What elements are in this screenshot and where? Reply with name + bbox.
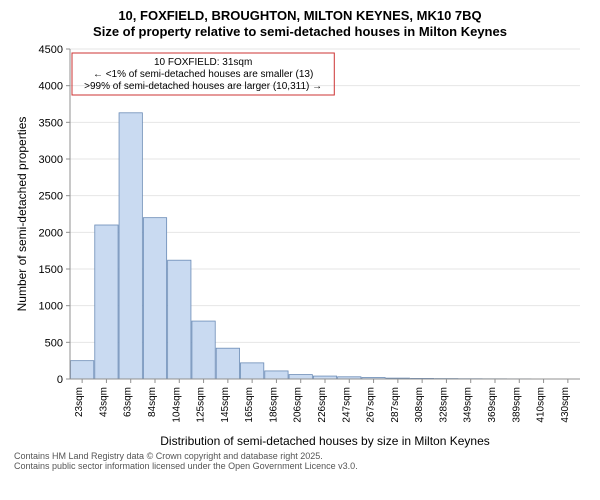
svg-text:389sqm: 389sqm — [511, 387, 522, 423]
chart-container: 10, FOXFIELD, BROUGHTON, MILTON KEYNES, … — [0, 0, 600, 500]
svg-text:430sqm: 430sqm — [560, 387, 571, 423]
svg-text:287sqm: 287sqm — [390, 387, 401, 423]
footer: Contains HM Land Registry data © Crown c… — [10, 451, 590, 473]
svg-text:410sqm: 410sqm — [536, 387, 547, 423]
svg-text:← <1% of semi-detached houses: ← <1% of semi-detached houses are smalle… — [93, 69, 313, 80]
svg-text:4500: 4500 — [39, 44, 63, 56]
svg-text:349sqm: 349sqm — [463, 387, 474, 423]
svg-text:2000: 2000 — [39, 227, 63, 239]
title-line2: Size of property relative to semi-detach… — [10, 24, 590, 40]
svg-text:3500: 3500 — [39, 117, 63, 129]
title-line1: 10, FOXFIELD, BROUGHTON, MILTON KEYNES, … — [10, 8, 590, 24]
svg-text:43sqm: 43sqm — [98, 387, 109, 417]
svg-text:63sqm: 63sqm — [123, 387, 134, 417]
svg-text:1000: 1000 — [39, 300, 63, 312]
svg-text:2500: 2500 — [39, 190, 63, 202]
svg-text:247sqm: 247sqm — [341, 387, 352, 423]
svg-text:23sqm: 23sqm — [74, 387, 85, 417]
svg-text:165sqm: 165sqm — [244, 387, 255, 423]
svg-text:84sqm: 84sqm — [147, 387, 158, 417]
svg-text:Number of semi-detached proper: Number of semi-detached properties — [15, 116, 29, 311]
chart-svg: 0 500 1000 1500 2000 2500 3000 3500 4000 4500 23sq… — [10, 41, 590, 451]
svg-text:104sqm: 104sqm — [171, 387, 182, 423]
svg-text:10 FOXFIELD: 31sqm: 10 FOXFIELD: 31sqm — [154, 57, 252, 68]
svg-text:Distribution of semi-detached: Distribution of semi-detached houses by … — [160, 434, 490, 448]
svg-text:369sqm: 369sqm — [487, 387, 498, 423]
footer-line2: Contains public sector information licen… — [14, 461, 590, 472]
svg-text:226sqm: 226sqm — [317, 387, 328, 423]
svg-text:0: 0 — [57, 374, 63, 386]
svg-text:328sqm: 328sqm — [438, 387, 449, 423]
svg-text:145sqm: 145sqm — [220, 387, 231, 423]
svg-text:125sqm: 125sqm — [196, 387, 207, 423]
svg-text:1500: 1500 — [39, 264, 63, 276]
svg-text:186sqm: 186sqm — [268, 387, 279, 423]
svg-text:308sqm: 308sqm — [414, 387, 425, 423]
svg-text:206sqm: 206sqm — [293, 387, 304, 423]
svg-text:267sqm: 267sqm — [366, 387, 377, 423]
chart-area: 0 500 1000 1500 2000 2500 3000 3500 4000 4500 23sq… — [10, 41, 590, 451]
title-block: 10, FOXFIELD, BROUGHTON, MILTON KEYNES, … — [10, 8, 590, 41]
svg-text:3000: 3000 — [39, 154, 63, 166]
svg-text:500: 500 — [45, 337, 63, 349]
svg-text:4000: 4000 — [39, 80, 63, 92]
svg-text:>99% of semi-detached houses a: >99% of semi-detached houses are larger … — [84, 81, 322, 92]
footer-line1: Contains HM Land Registry data © Crown c… — [14, 451, 590, 462]
